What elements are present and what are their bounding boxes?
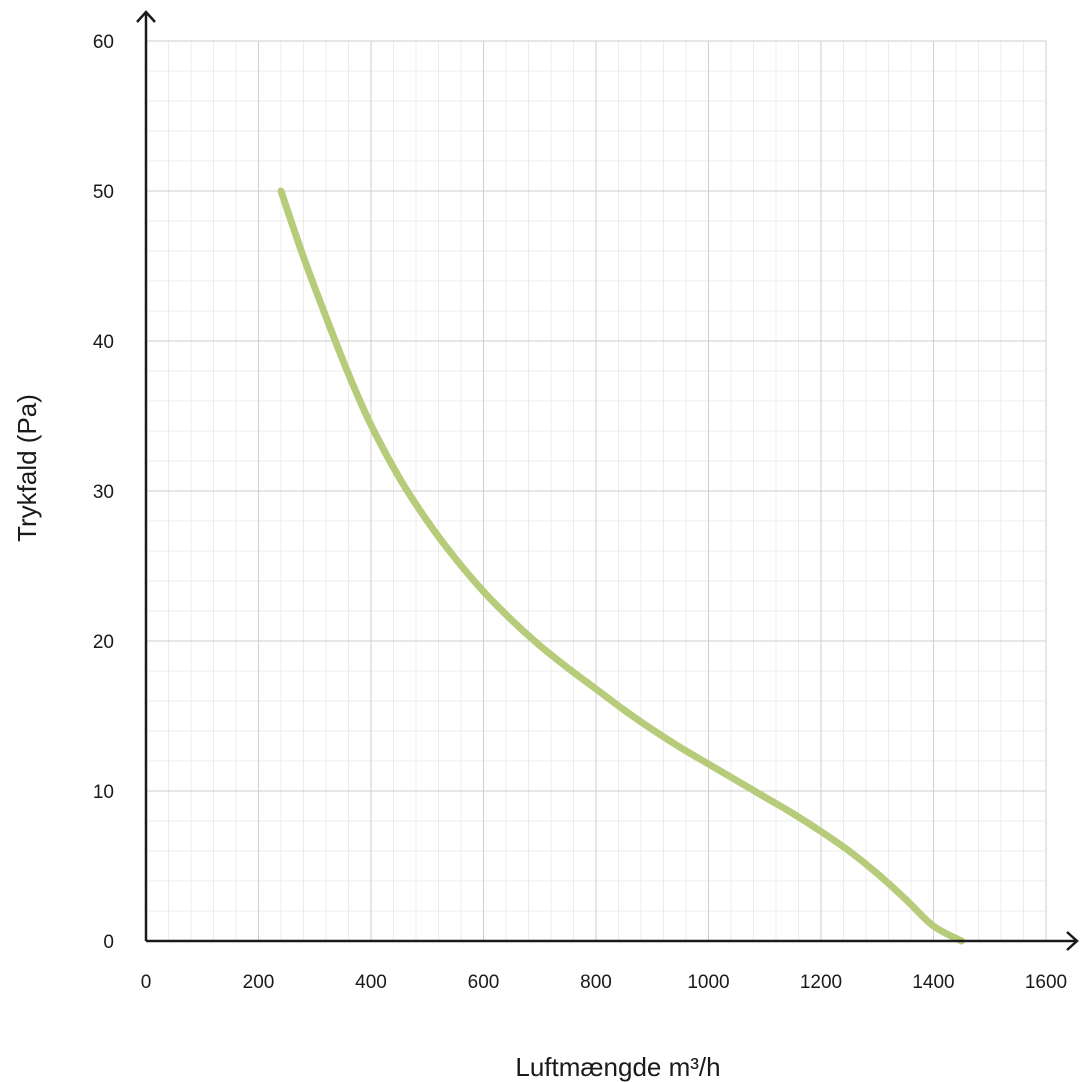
series-layer	[277, 187, 966, 945]
x-tick-label: 1000	[687, 972, 729, 993]
x-tick-label: 800	[580, 972, 612, 993]
y-axis-title: Trykfald (Pa)	[12, 394, 42, 542]
x-tick-label: 600	[468, 972, 500, 993]
x-axis-title: Luftmængde m³/h	[515, 1052, 720, 1082]
series-line-0	[277, 187, 966, 945]
y-tick-label: 30	[93, 482, 114, 503]
y-axis-arrow	[136, 10, 156, 23]
y-tick-label: 0	[103, 932, 114, 953]
y-tick-label: 50	[93, 182, 114, 203]
x-tick-label: 400	[355, 972, 387, 993]
x-axis-arrow	[1066, 931, 1079, 951]
x-tick-label: 1400	[912, 972, 954, 993]
tick-labels: 0 200 400 600 800 1000 1200 1400 1600 0 10 20 30 40 50…	[93, 32, 1067, 993]
x-tick-label: 1200	[800, 972, 842, 993]
axes	[136, 10, 1079, 951]
y-tick-label: 60	[93, 32, 114, 53]
y-tick-label: 40	[93, 332, 114, 353]
x-tick-label: 0	[141, 972, 152, 993]
y-tick-label: 20	[93, 632, 114, 653]
x-tick-label: 1600	[1025, 972, 1067, 993]
x-tick-label: 200	[243, 972, 275, 993]
y-tick-label: 10	[93, 782, 114, 803]
